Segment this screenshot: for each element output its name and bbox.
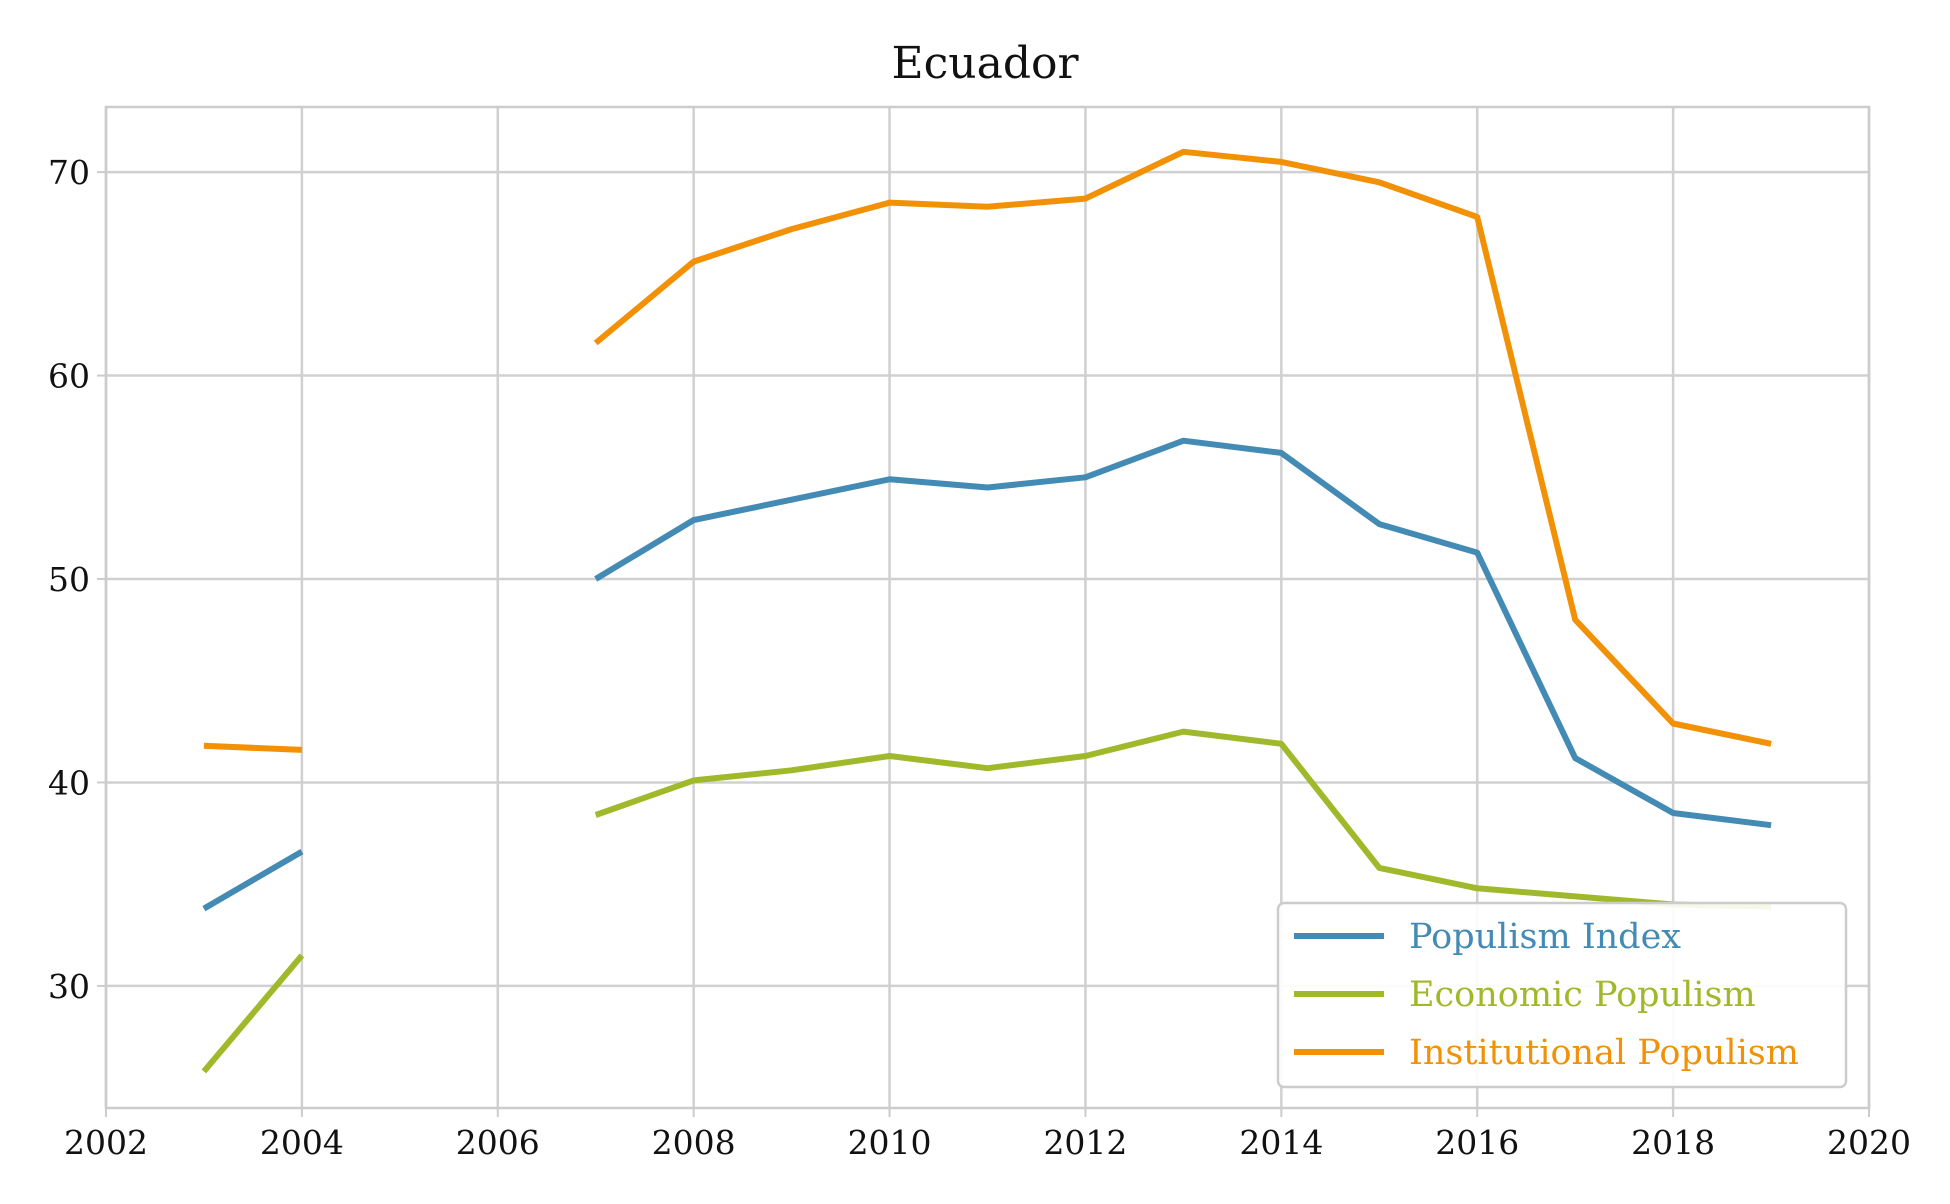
x-tick-label: 2014	[1239, 1123, 1323, 1162]
y-tick-label: 40	[48, 763, 90, 802]
tick-labels: 2002 2004 2006 2008 2010 2012 2014 2016 2018 2020…	[48, 153, 1911, 1162]
y-tick-label: 70	[48, 153, 90, 192]
series-institutional-populism	[203, 148, 1772, 753]
y-tick-label: 60	[48, 357, 90, 396]
legend: Populism Index Economic Populism Instituti…	[1276, 901, 1848, 1089]
x-tick-label: 2004	[260, 1123, 344, 1162]
series-economic-populism	[201, 728, 1772, 1074]
x-tick-label: 2020	[1827, 1123, 1911, 1162]
chart-title: Ecuador	[891, 38, 1079, 89]
x-tick-label: 2006	[456, 1123, 540, 1162]
legend-label: Economic Populism	[1409, 975, 1756, 1015]
x-tick-label: 2012	[1043, 1123, 1127, 1162]
x-tick-label: 2018	[1631, 1123, 1715, 1162]
x-tick-label: 2008	[652, 1123, 736, 1162]
plot-frame	[104, 105, 1871, 1110]
x-tick-label: 2002	[64, 1123, 148, 1162]
series-line-segment	[594, 728, 1772, 910]
series-line-segment	[203, 742, 303, 753]
x-tick-label: 2016	[1435, 1123, 1519, 1162]
legend-box	[1276, 901, 1848, 1089]
series-line-segment	[202, 849, 304, 912]
series-line-segment	[593, 148, 1772, 747]
x-tick-label: 2010	[848, 1123, 932, 1162]
legend-label: Institutional Populism	[1409, 1033, 1799, 1073]
series-lines	[201, 148, 1772, 1074]
y-tick-label: 50	[48, 560, 90, 599]
series-populism-index	[202, 437, 1772, 912]
legend-label: Populism Index	[1409, 917, 1681, 957]
y-tick-label: 30	[48, 967, 90, 1006]
series-line-segment	[594, 437, 1772, 829]
series-line-segment	[201, 953, 305, 1074]
